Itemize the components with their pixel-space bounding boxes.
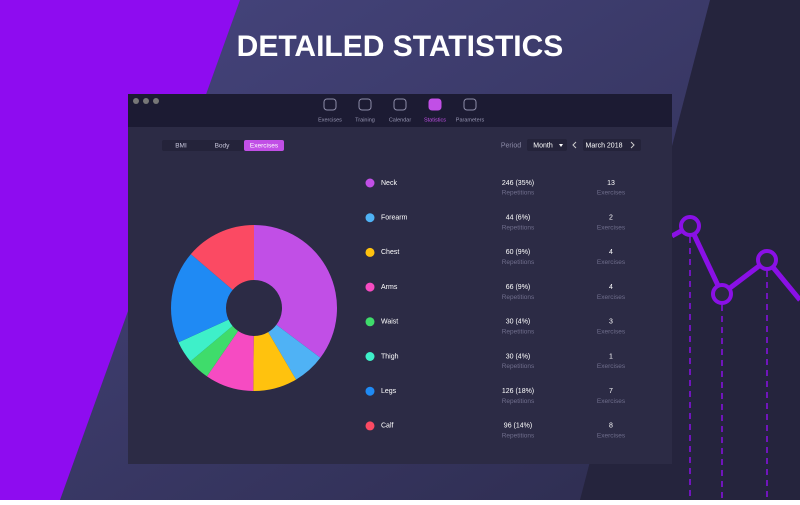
tab[interactable]: Training [355, 117, 375, 123]
exercises-caption: Exercises [597, 433, 626, 440]
exercises-caption: Exercises [597, 259, 626, 266]
tab[interactable]: Calendar [389, 117, 411, 123]
segment[interactable]: BMI [175, 143, 187, 150]
period-label: Period [501, 142, 521, 149]
legend-dot [365, 352, 375, 361]
period-dropdown[interactable]: Month [533, 142, 553, 149]
category-name: Legs [381, 388, 397, 395]
exercises-caption: Exercises [597, 398, 626, 405]
segment-active [244, 140, 284, 151]
segment[interactable]: Exercises [250, 143, 279, 150]
repetitions-caption: Repetitions [502, 294, 535, 301]
app-window: Exercises Training Calendar Statistics Param… [128, 94, 672, 464]
tab-icon[interactable] [358, 98, 372, 111]
exercises-value: 1 [609, 353, 613, 360]
tab-icon[interactable] [393, 98, 407, 111]
repetitions-value: 246 (35%) [502, 180, 534, 187]
legend-dot [365, 178, 375, 188]
exercises-value: 2 [609, 215, 613, 222]
donut-slice [190, 325, 239, 377]
tab-icon[interactable] [323, 98, 337, 111]
donut-slice [254, 225, 337, 358]
segment[interactable]: Body [215, 143, 231, 150]
category-name: Chest [381, 249, 399, 256]
repetitions-caption: Repetitions [502, 224, 535, 231]
prev-arrow[interactable] [572, 141, 577, 149]
repetitions-caption: Repetitions [502, 363, 535, 370]
date-label: March 2018 [586, 142, 623, 149]
tab[interactable]: Exercises [318, 117, 342, 123]
category-name: Neck [381, 180, 397, 187]
window-close[interactable] [133, 98, 139, 104]
headline: DETAILED STATISTICS [237, 30, 564, 63]
period-dropdown-bg [527, 139, 567, 151]
repetitions-value: 30 (4%) [506, 319, 531, 326]
donut-slice [253, 332, 297, 391]
stats-list: Neck 246 (35%)Repetitions13ExercisesForea… [365, 178, 626, 440]
repetitions-value: 66 (9%) [506, 284, 531, 291]
repetitions-caption: Repetitions [502, 329, 535, 336]
repetitions-value: 126 (18%) [502, 388, 534, 395]
exercises-value: 4 [609, 249, 613, 256]
repetitions-caption: Repetitions [502, 259, 535, 266]
category-name: Thigh [381, 353, 399, 360]
dropdown-caret[interactable] [559, 144, 563, 147]
donut-slice [206, 331, 254, 391]
legend-dot [365, 282, 375, 292]
category-name: Waist [381, 319, 398, 326]
exercises-caption: Exercises [597, 190, 626, 197]
repetitions-value: 44 (6%) [506, 215, 531, 222]
exercises-caption: Exercises [597, 363, 626, 370]
legend-dot [365, 247, 375, 257]
tab[interactable]: Parameters [456, 117, 485, 123]
donut-chart [170, 225, 337, 391]
legend-dot [365, 421, 375, 431]
exercises-value: 13 [607, 180, 615, 187]
exercises-value: 4 [609, 284, 613, 291]
repetitions-caption: Repetitions [502, 190, 535, 197]
donut-slice [190, 225, 254, 290]
category-name: Arms [381, 284, 398, 291]
category-name: Forearm [381, 215, 408, 222]
window-zoom[interactable] [153, 98, 159, 104]
tab-icon[interactable] [428, 98, 442, 111]
date-bg [583, 139, 641, 151]
tab[interactable]: Statistics [424, 117, 446, 123]
repetitions-value: 30 (4%) [506, 353, 531, 360]
exercises-value: 7 [609, 388, 613, 395]
donut-slice [178, 319, 233, 362]
exercises-value: 8 [609, 423, 613, 430]
decor-line-chart [670, 215, 800, 500]
exercises-caption: Exercises [597, 329, 626, 336]
repetitions-value: 60 (9%) [506, 249, 531, 256]
tab-icon[interactable] [463, 98, 477, 111]
legend-dot [365, 213, 375, 223]
window-minimize[interactable] [143, 98, 149, 104]
next-arrow[interactable] [630, 141, 635, 149]
legend-dot [365, 317, 375, 327]
exercises-value: 3 [609, 319, 613, 326]
repetitions-caption: Repetitions [502, 433, 535, 440]
donut-slice [268, 324, 321, 380]
category-name: Calf [381, 423, 394, 430]
donut-slice [170, 254, 233, 343]
legend-dot [365, 386, 375, 396]
exercises-caption: Exercises [597, 294, 626, 301]
repetitions-caption: Repetitions [502, 398, 535, 405]
repetitions-value: 96 (14%) [504, 423, 532, 430]
exercises-caption: Exercises [597, 224, 626, 231]
